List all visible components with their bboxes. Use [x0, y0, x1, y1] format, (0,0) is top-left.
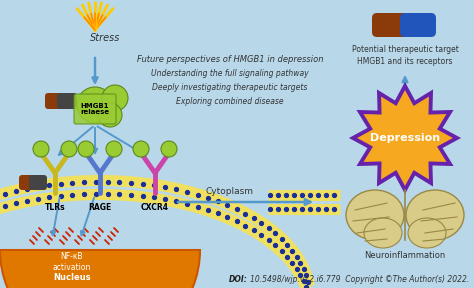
Circle shape: [133, 141, 149, 157]
Ellipse shape: [346, 190, 404, 240]
Text: CXCR4: CXCR4: [141, 203, 169, 212]
Circle shape: [98, 103, 122, 127]
Circle shape: [106, 141, 122, 157]
Circle shape: [33, 141, 49, 157]
Text: Deeply investigating therapeutic targets: Deeply investigating therapeutic targets: [152, 84, 308, 92]
Circle shape: [102, 85, 128, 111]
FancyBboxPatch shape: [74, 94, 116, 124]
FancyBboxPatch shape: [57, 93, 77, 109]
Text: Depression: Depression: [370, 133, 440, 143]
Text: HMGB1
relaese: HMGB1 relaese: [81, 103, 109, 115]
Text: Stress: Stress: [90, 33, 120, 43]
Text: Exploring combined disease: Exploring combined disease: [176, 98, 284, 107]
Circle shape: [77, 87, 113, 123]
Text: Neuroinflammation: Neuroinflammation: [365, 251, 446, 259]
Text: Cytoplasm: Cytoplasm: [206, 187, 254, 196]
Text: RAGE: RAGE: [88, 203, 111, 212]
FancyBboxPatch shape: [29, 175, 47, 190]
FancyBboxPatch shape: [45, 93, 73, 109]
Text: 10.5498/wjp.v12.i6.779  Copyright ©The Author(s) 2022.: 10.5498/wjp.v12.i6.779 Copyright ©The Au…: [250, 276, 469, 285]
Polygon shape: [353, 86, 457, 190]
Ellipse shape: [406, 190, 464, 240]
Circle shape: [78, 141, 94, 157]
Wedge shape: [0, 250, 200, 288]
Text: Potential therapeutic target
HMGB1 and its receptors: Potential therapeutic target HMGB1 and i…: [352, 45, 458, 66]
Circle shape: [161, 141, 177, 157]
Text: NF-κB
activation: NF-κB activation: [53, 252, 91, 272]
Text: TLRs: TLRs: [45, 203, 65, 212]
Ellipse shape: [408, 218, 446, 248]
Text: Understanding the full signaling pathway: Understanding the full signaling pathway: [151, 69, 309, 79]
Ellipse shape: [364, 218, 402, 248]
Circle shape: [61, 141, 77, 157]
FancyBboxPatch shape: [400, 13, 436, 37]
Text: DOI:: DOI:: [229, 276, 248, 285]
Text: Nucleus: Nucleus: [53, 274, 91, 283]
FancyBboxPatch shape: [19, 175, 45, 190]
Text: Future perspectives of HMGB1 in depression: Future perspectives of HMGB1 in depressi…: [137, 56, 323, 65]
FancyBboxPatch shape: [372, 13, 412, 37]
